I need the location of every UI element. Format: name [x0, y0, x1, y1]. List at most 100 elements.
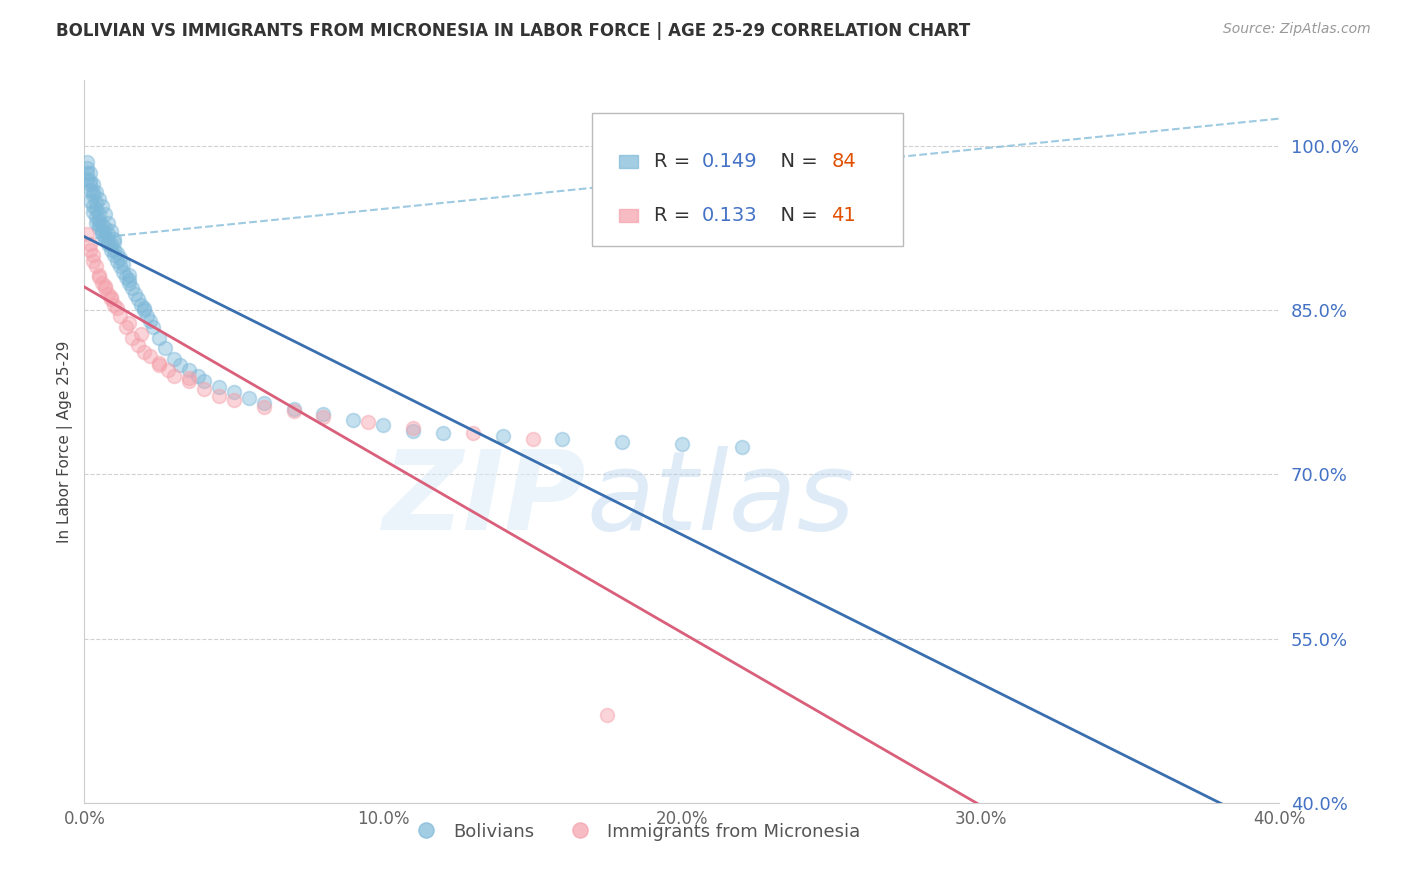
- Point: [103, 235, 125, 250]
- Point: [103, 232, 125, 246]
- Text: ZIP: ZIP: [382, 446, 586, 553]
- Text: 41: 41: [831, 206, 856, 225]
- Point: [97, 216, 120, 230]
- Point: [118, 272, 141, 286]
- Point: [79, 178, 101, 192]
- Point: [103, 243, 125, 257]
- Point: [731, 440, 754, 454]
- Point: [129, 298, 152, 312]
- Point: [551, 433, 574, 447]
- Point: [86, 202, 108, 217]
- Point: [253, 396, 276, 410]
- Point: [118, 268, 141, 282]
- Point: [118, 316, 141, 330]
- Point: [89, 192, 111, 206]
- Point: [163, 352, 186, 367]
- Text: Source: ZipAtlas.com: Source: ZipAtlas.com: [1223, 22, 1371, 37]
- Point: [82, 199, 104, 213]
- FancyBboxPatch shape: [592, 112, 903, 246]
- Point: [118, 276, 141, 290]
- Point: [91, 199, 114, 213]
- Point: [82, 185, 104, 199]
- Point: [402, 424, 425, 438]
- Point: [142, 319, 165, 334]
- Legend: Bolivians, Immigrants from Micronesia: Bolivians, Immigrants from Micronesia: [401, 815, 868, 848]
- Point: [121, 281, 143, 295]
- Point: [136, 309, 159, 323]
- Point: [79, 174, 101, 188]
- Point: [97, 227, 120, 241]
- Point: [110, 260, 132, 274]
- Point: [432, 425, 454, 440]
- Text: 0.133: 0.133: [702, 206, 758, 225]
- Point: [522, 433, 544, 447]
- Point: [115, 319, 138, 334]
- Point: [115, 270, 138, 285]
- Point: [89, 270, 111, 285]
- Point: [112, 265, 135, 279]
- Point: [283, 401, 305, 416]
- Point: [132, 303, 156, 318]
- Point: [91, 227, 114, 241]
- Point: [157, 363, 180, 377]
- Point: [82, 204, 104, 219]
- Point: [222, 385, 245, 400]
- Point: [100, 290, 122, 304]
- Point: [82, 253, 104, 268]
- Point: [283, 404, 305, 418]
- Point: [596, 708, 619, 723]
- Point: [94, 232, 117, 246]
- Point: [132, 301, 156, 315]
- Point: [148, 356, 170, 370]
- Point: [79, 237, 101, 252]
- Point: [312, 407, 335, 421]
- Point: [79, 194, 101, 208]
- Point: [129, 327, 152, 342]
- FancyBboxPatch shape: [619, 209, 638, 222]
- Point: [97, 235, 120, 250]
- Point: [127, 292, 149, 306]
- Text: BOLIVIAN VS IMMIGRANTS FROM MICRONESIA IN LABOR FORCE | AGE 25-29 CORRELATION CH: BOLIVIAN VS IMMIGRANTS FROM MICRONESIA I…: [56, 22, 970, 40]
- Point: [76, 166, 98, 180]
- Point: [208, 380, 231, 394]
- Point: [127, 338, 149, 352]
- Point: [357, 415, 380, 429]
- Point: [89, 221, 111, 235]
- Text: R =: R =: [654, 153, 697, 171]
- Point: [97, 237, 120, 252]
- Point: [86, 210, 108, 224]
- Point: [76, 161, 98, 175]
- Text: N =: N =: [768, 153, 824, 171]
- Point: [79, 166, 101, 180]
- Point: [97, 286, 120, 301]
- Point: [105, 246, 128, 260]
- Point: [105, 301, 128, 315]
- Point: [312, 410, 335, 425]
- Point: [121, 330, 143, 344]
- Point: [373, 418, 395, 433]
- Point: [253, 400, 276, 414]
- Point: [91, 224, 114, 238]
- Point: [86, 260, 108, 274]
- Point: [112, 257, 135, 271]
- Point: [94, 279, 117, 293]
- Point: [163, 368, 186, 383]
- Point: [222, 392, 245, 407]
- Point: [94, 228, 117, 243]
- Point: [153, 342, 176, 356]
- Point: [86, 216, 108, 230]
- Point: [89, 213, 111, 227]
- Point: [402, 421, 425, 435]
- Point: [148, 358, 170, 372]
- Point: [89, 218, 111, 232]
- Point: [82, 188, 104, 202]
- Point: [82, 178, 104, 192]
- Point: [208, 388, 231, 402]
- Point: [100, 224, 122, 238]
- FancyBboxPatch shape: [619, 155, 638, 169]
- Y-axis label: In Labor Force | Age 25-29: In Labor Force | Age 25-29: [58, 341, 73, 542]
- Point: [177, 374, 200, 388]
- Point: [492, 429, 515, 443]
- Point: [89, 207, 111, 221]
- Point: [79, 183, 101, 197]
